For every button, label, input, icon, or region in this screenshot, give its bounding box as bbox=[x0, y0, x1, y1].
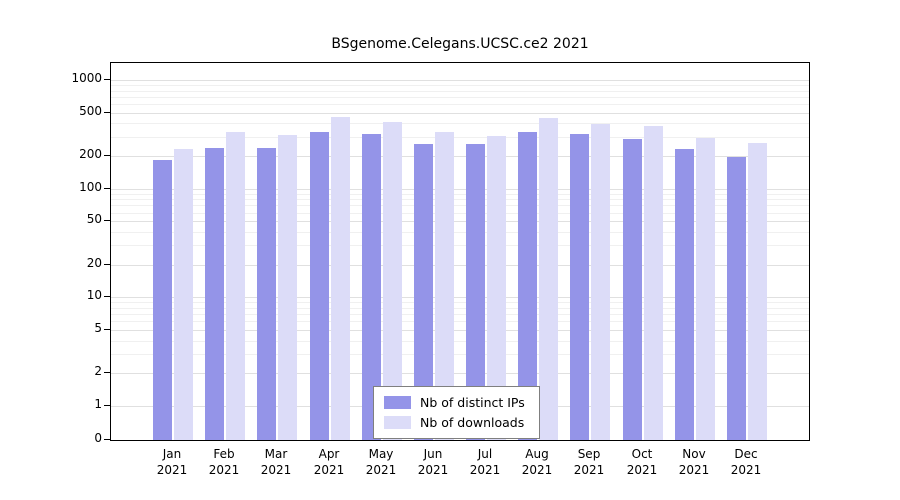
y-tick-mark bbox=[104, 188, 110, 189]
x-tick-label-may: May 2021 bbox=[365, 447, 397, 477]
x-tick-label-jan: Jan 2021 bbox=[156, 447, 188, 477]
gridline bbox=[111, 156, 809, 157]
y-tick-label-20: 20 bbox=[86, 256, 102, 270]
gridline bbox=[111, 232, 809, 233]
y-tick-mark bbox=[104, 112, 110, 113]
bar-distinct-ips-jan bbox=[153, 160, 172, 440]
y-tick-mark bbox=[104, 405, 110, 406]
gridline bbox=[111, 373, 809, 374]
gridline bbox=[111, 97, 809, 98]
x-tick-label-mar: Mar 2021 bbox=[260, 447, 292, 477]
gridline bbox=[111, 221, 809, 222]
x-tick-label-feb: Feb 2021 bbox=[208, 447, 240, 477]
bar-downloads-mar bbox=[278, 135, 297, 440]
y-tick-mark bbox=[104, 220, 110, 221]
gridline bbox=[111, 189, 809, 190]
y-tick-label-500: 500 bbox=[79, 104, 102, 118]
bar-downloads-jan bbox=[174, 149, 193, 440]
gridline bbox=[111, 245, 809, 246]
y-tick-mark bbox=[104, 155, 110, 156]
gridline bbox=[111, 194, 809, 195]
x-tick-label-dec: Dec 2021 bbox=[730, 447, 762, 477]
bar-downloads-feb bbox=[226, 132, 245, 440]
bar-distinct-ips-feb bbox=[205, 148, 224, 440]
bar-distinct-ips-oct bbox=[623, 139, 642, 440]
y-tick-label-1000: 1000 bbox=[71, 71, 102, 85]
bar-distinct-ips-sep bbox=[570, 134, 589, 440]
bar-distinct-ips-nov bbox=[675, 149, 694, 440]
bar-downloads-nov bbox=[696, 138, 715, 440]
bar-distinct-ips-aug bbox=[518, 132, 537, 440]
y-tick-label-5: 5 bbox=[94, 321, 102, 335]
chart-title: BSgenome.Celegans.UCSC.ce2 2021 bbox=[331, 36, 589, 52]
gridline bbox=[111, 80, 809, 81]
y-tick-label-0: 0 bbox=[94, 431, 102, 445]
bar-distinct-ips-jul bbox=[466, 144, 485, 440]
legend-item-distinct-ips: Nb of distinct IPs bbox=[384, 395, 525, 410]
legend-item-downloads: Nb of downloads bbox=[384, 415, 525, 430]
gridline bbox=[111, 341, 809, 342]
gridline bbox=[111, 199, 809, 200]
gridline bbox=[111, 113, 809, 114]
bar-downloads-oct bbox=[644, 126, 663, 440]
gridline bbox=[111, 85, 809, 86]
bar-distinct-ips-jun bbox=[414, 144, 433, 440]
gridline bbox=[111, 321, 809, 322]
legend-swatch-distinct-ips bbox=[384, 396, 411, 409]
y-tick-label-100: 100 bbox=[79, 180, 102, 194]
gridline bbox=[111, 137, 809, 138]
x-tick-label-oct: Oct 2021 bbox=[626, 447, 658, 477]
bar-downloads-may bbox=[383, 122, 402, 440]
y-tick-label-50: 50 bbox=[86, 212, 102, 226]
gridline bbox=[111, 330, 809, 331]
y-tick-label-10: 10 bbox=[86, 288, 102, 302]
bar-downloads-apr bbox=[331, 117, 350, 440]
x-tick-label-jun: Jun 2021 bbox=[417, 447, 449, 477]
x-tick-label-apr: Apr 2021 bbox=[313, 447, 345, 477]
bar-downloads-dec bbox=[748, 143, 767, 440]
gridline bbox=[111, 302, 809, 303]
x-tick-label-aug: Aug 2021 bbox=[521, 447, 553, 477]
gridline bbox=[111, 123, 809, 124]
y-tick-label-1: 1 bbox=[94, 397, 102, 411]
gridline bbox=[111, 297, 809, 298]
legend-label-downloads: Nb of downloads bbox=[420, 415, 525, 430]
x-tick-label-sep: Sep 2021 bbox=[573, 447, 605, 477]
gridline bbox=[111, 354, 809, 355]
bar-downloads-jun bbox=[435, 132, 454, 440]
legend-label-distinct-ips: Nb of distinct IPs bbox=[420, 395, 525, 410]
plot-area: Nb of distinct IPs Nb of downloads bbox=[110, 62, 810, 441]
bar-downloads-aug bbox=[539, 118, 558, 440]
y-tick-mark bbox=[104, 329, 110, 330]
legend: Nb of distinct IPs Nb of downloads bbox=[373, 386, 540, 439]
bar-distinct-ips-mar bbox=[257, 148, 276, 440]
x-tick-label-nov: Nov 2021 bbox=[678, 447, 710, 477]
bar-downloads-jul bbox=[487, 136, 506, 440]
y-tick-label-2: 2 bbox=[94, 364, 102, 378]
gridline bbox=[111, 308, 809, 309]
legend-swatch-downloads bbox=[384, 416, 411, 429]
y-tick-mark bbox=[104, 79, 110, 80]
bar-distinct-ips-apr bbox=[310, 132, 329, 440]
gridline bbox=[111, 91, 809, 92]
bar-distinct-ips-may bbox=[362, 134, 381, 440]
gridline bbox=[111, 205, 809, 206]
gridline bbox=[111, 213, 809, 214]
gridline bbox=[111, 314, 809, 315]
y-tick-mark bbox=[104, 372, 110, 373]
gridline bbox=[111, 104, 809, 105]
gridline bbox=[111, 265, 809, 266]
bar-downloads-sep bbox=[591, 124, 610, 440]
y-tick-mark bbox=[104, 296, 110, 297]
y-tick-label-200: 200 bbox=[79, 147, 102, 161]
bar-distinct-ips-dec bbox=[727, 157, 746, 440]
x-tick-label-jul: Jul 2021 bbox=[469, 447, 501, 477]
y-tick-mark bbox=[104, 264, 110, 265]
y-tick-mark bbox=[104, 439, 110, 440]
